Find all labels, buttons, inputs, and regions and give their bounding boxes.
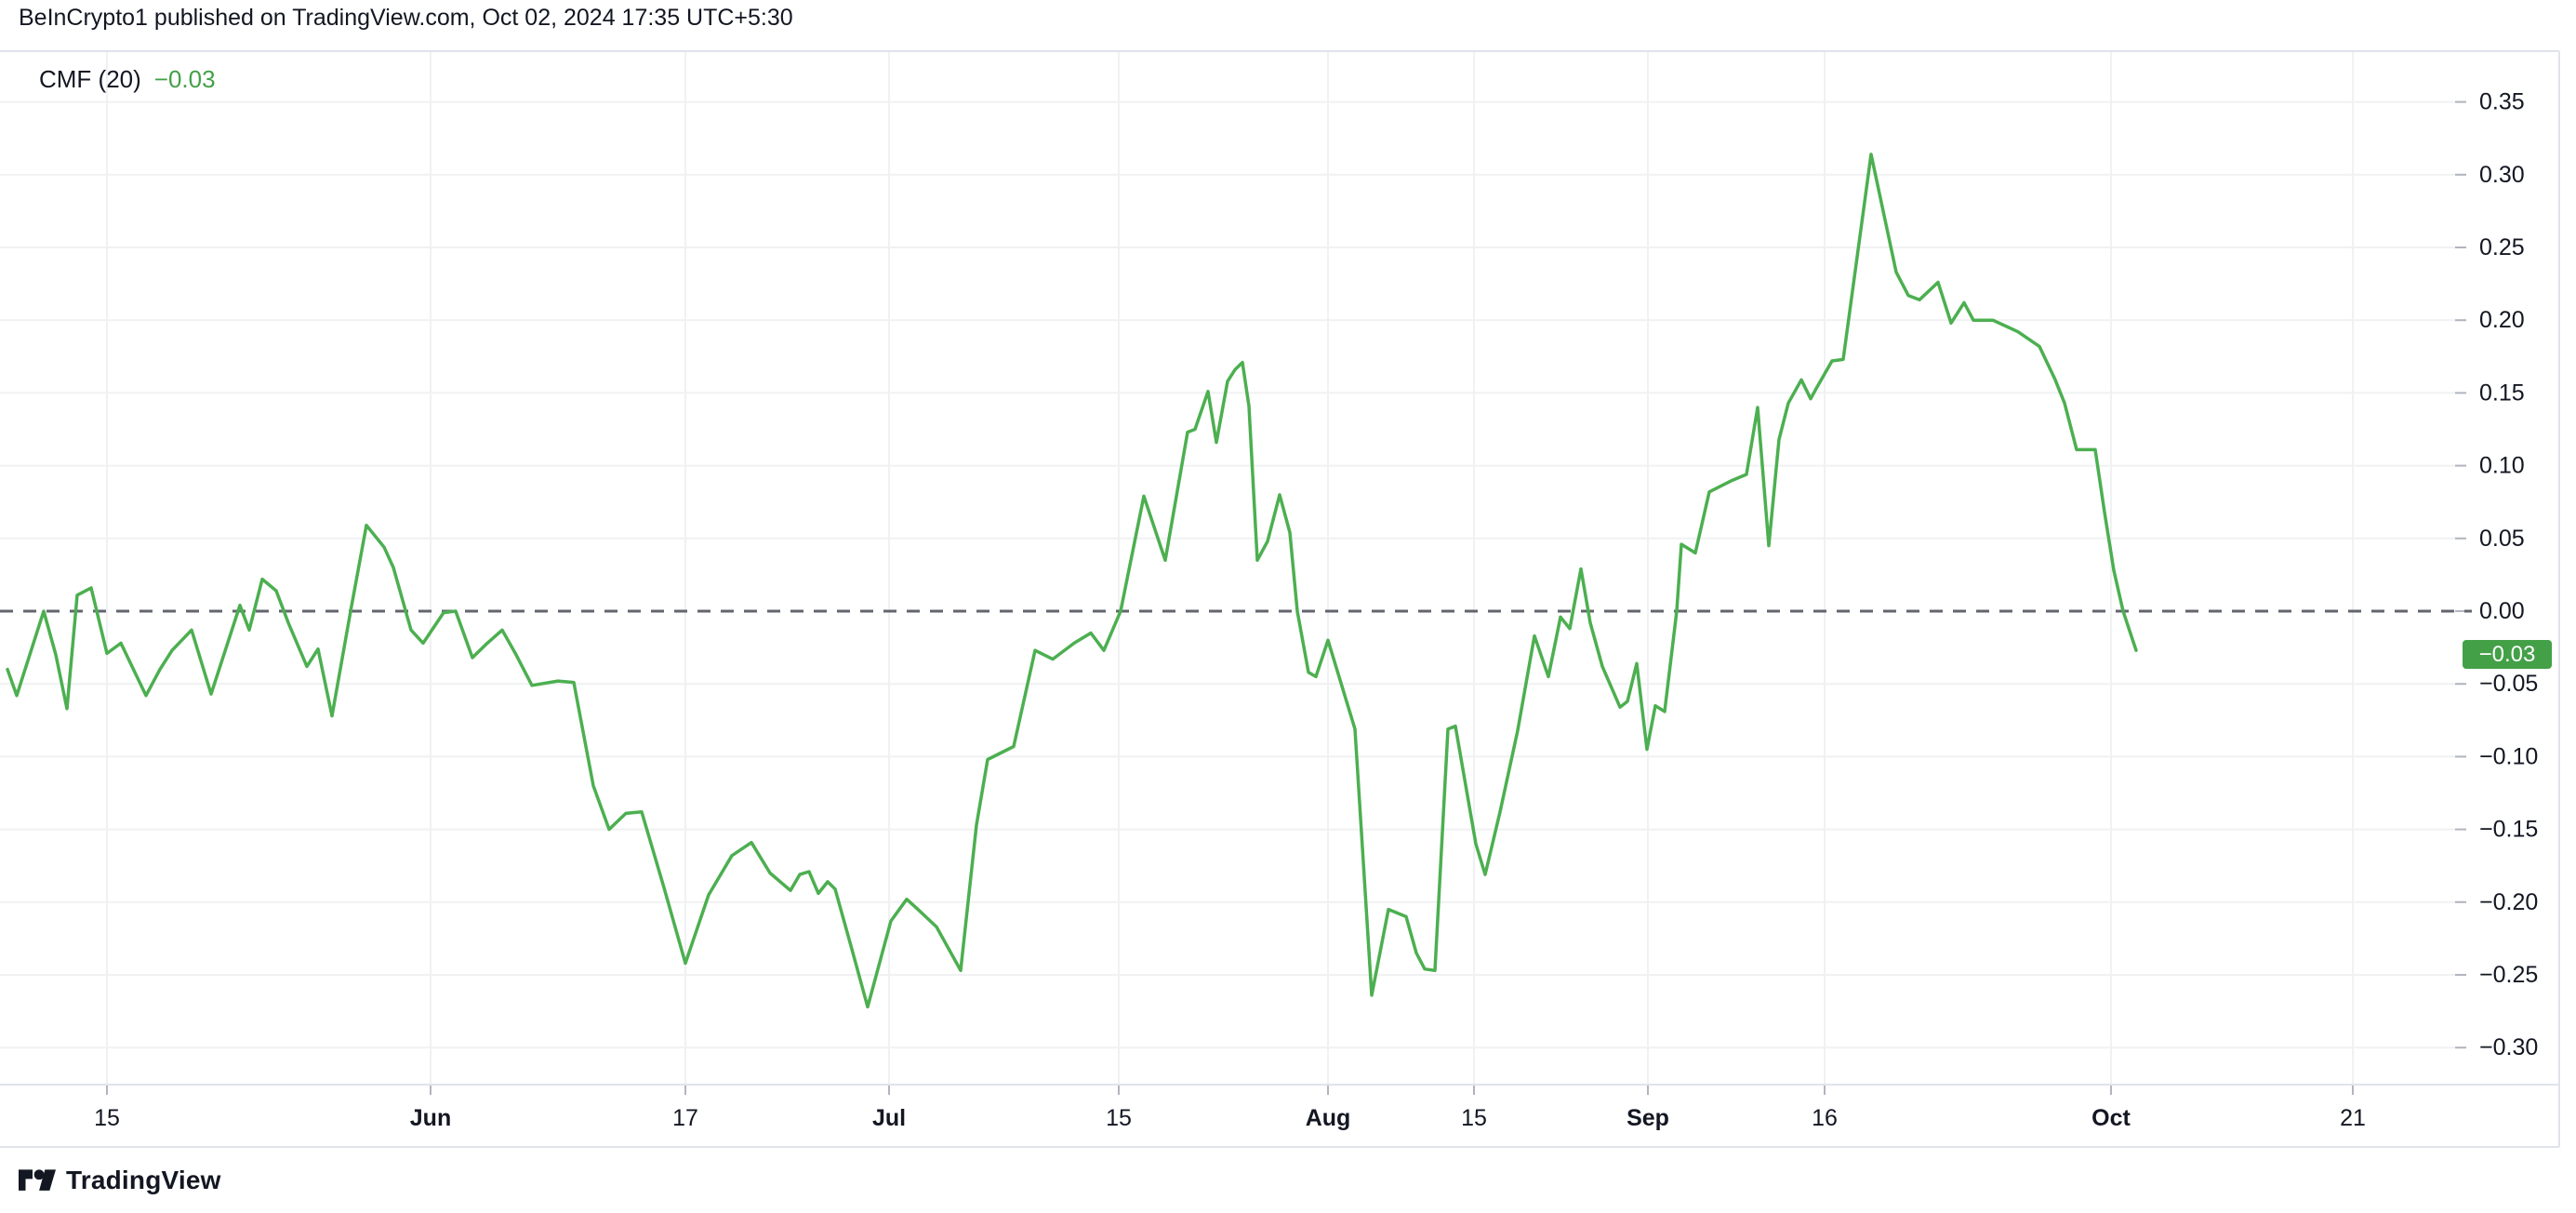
indicator-legend: CMF (20) −0.03 — [39, 65, 216, 93]
y-axis-label: 0.25 — [2479, 234, 2525, 260]
tradingview-logo-icon — [19, 1169, 56, 1191]
header-title: BeInCrypto1 published on TradingView.com… — [19, 5, 793, 31]
y-axis-label: −0.10 — [2479, 743, 2538, 769]
x-axis-label: Jul — [872, 1105, 906, 1131]
last-value-badge: −0.03 — [2463, 640, 2552, 669]
y-axis-label: −0.05 — [2479, 671, 2538, 697]
y-axis-label: −0.30 — [2479, 1034, 2538, 1060]
x-axis-label: 15 — [1106, 1105, 1132, 1131]
x-axis-label: Oct — [2091, 1105, 2131, 1131]
x-axis-label: Sep — [1627, 1105, 1669, 1131]
indicator-value: −0.03 — [153, 65, 216, 93]
x-axis-label: 21 — [2340, 1105, 2366, 1131]
y-axis-label: 0.15 — [2479, 380, 2525, 406]
y-axis-label: 0.30 — [2479, 162, 2525, 188]
x-axis-label: Aug — [1306, 1105, 1351, 1131]
x-axis-label: 17 — [672, 1105, 698, 1131]
tradingview-logo-link[interactable]: TradingView — [19, 1166, 221, 1195]
x-axis-label: Jun — [410, 1105, 451, 1131]
y-axis-label: 0.00 — [2479, 598, 2525, 624]
x-axis-label: 15 — [94, 1105, 120, 1131]
y-axis-label: −0.25 — [2479, 962, 2538, 988]
indicator-name: CMF (20) — [39, 65, 141, 93]
y-axis-label: 0.05 — [2479, 526, 2525, 552]
cmf-line-series — [6, 153, 2138, 1009]
y-axis-label: 0.20 — [2479, 307, 2525, 333]
x-axis-label: 16 — [1812, 1105, 1838, 1131]
y-axis-label: 0.10 — [2479, 453, 2525, 479]
y-axis-label: 0.35 — [2479, 89, 2525, 115]
y-axis-label: −0.20 — [2479, 889, 2538, 915]
tradingview-logo-text: TradingView — [66, 1166, 221, 1194]
x-axis-label: 15 — [1461, 1105, 1487, 1131]
y-axis-label: −0.15 — [2479, 817, 2538, 843]
